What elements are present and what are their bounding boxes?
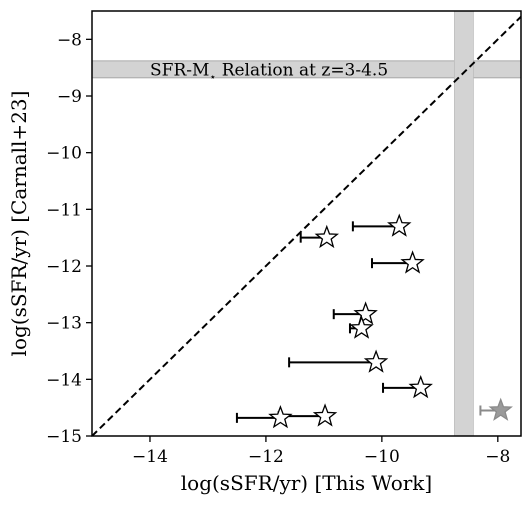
one-to-one-line: [92, 15, 521, 436]
x-tick-label: −10: [364, 447, 400, 467]
y-tick-label: −14: [46, 370, 82, 390]
star-point: [387, 213, 412, 237]
y-tick-label: −9: [57, 87, 82, 107]
star-point: [488, 397, 513, 421]
star-point: [408, 374, 433, 399]
one-to-one-line-layer: [92, 15, 521, 436]
x-tick-label: −12: [248, 447, 284, 467]
band-label: SFR-M⋆ Relation at z=3-4.5: [150, 60, 388, 83]
y-tick-label: −12: [46, 257, 82, 277]
star-point: [314, 224, 340, 249]
y-tick-label: −15: [46, 427, 82, 447]
points-layer: [235, 213, 513, 429]
y-tick-label: −13: [46, 314, 82, 334]
y-tick-label: −10: [46, 144, 82, 164]
star-point: [400, 250, 425, 274]
star-point: [312, 403, 338, 427]
x-tick-label: −14: [132, 447, 168, 467]
star-point: [349, 315, 374, 339]
horizontal-band: [92, 60, 521, 79]
x-axis-label: log(sSFR/yr) [This Work]: [181, 471, 432, 495]
y-tick-label: −8: [57, 30, 82, 50]
plot-frame: [91, 10, 522, 437]
y-axis-label: log(sSFR/yr) [Carnall+23]: [7, 91, 31, 357]
x-axis-ticks: −14 −12 −10 −8: [132, 436, 510, 467]
y-tick-label: −11: [46, 200, 82, 220]
star-point: [363, 349, 389, 373]
star-point: [353, 301, 378, 325]
bands-layer: [92, 11, 521, 436]
vertical-band: [454, 11, 474, 436]
star-point: [268, 405, 293, 429]
y-axis-ticks: −15 −14 −13 −12 −11 −10 −9 −8: [46, 30, 92, 447]
x-tick-label: −8: [485, 447, 510, 467]
